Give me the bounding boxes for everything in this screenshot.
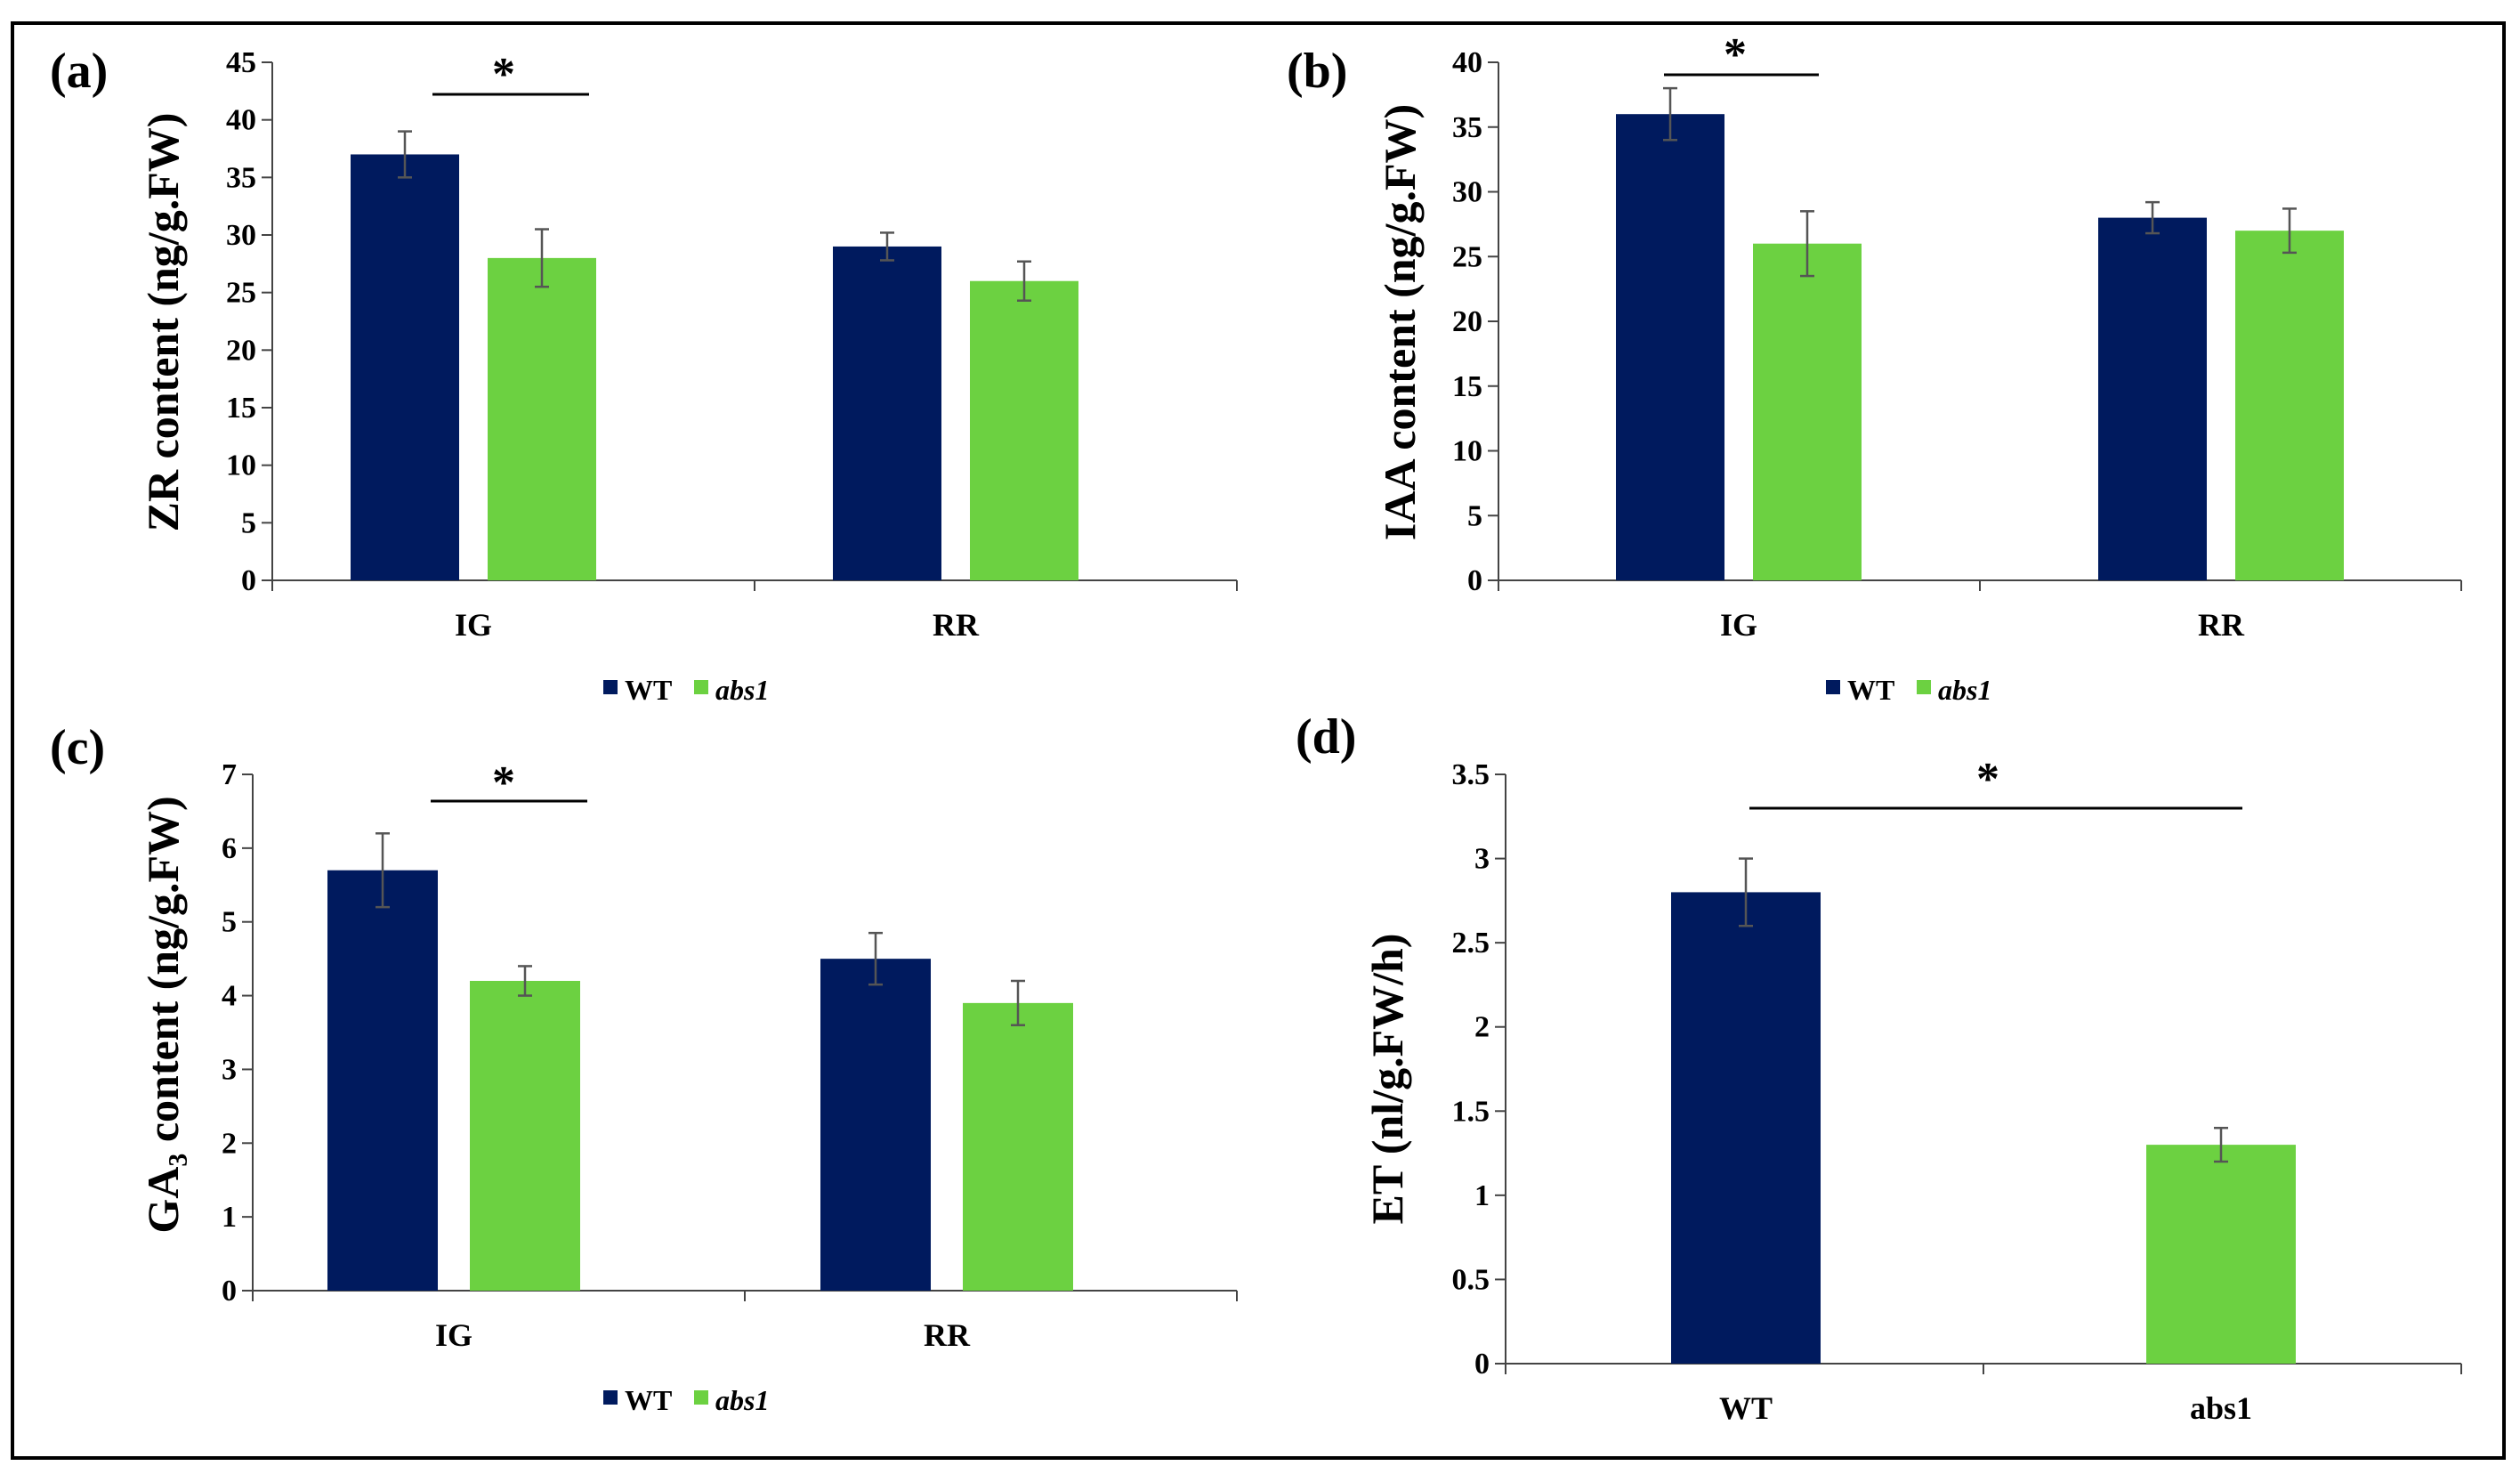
panel-a-bar-wt-ig xyxy=(351,154,459,580)
panel-c-legend-abs1-swatch xyxy=(694,1390,708,1405)
panel-c-bar-abs1-rr xyxy=(963,1002,1073,1291)
panel-c-label: (c) xyxy=(50,720,105,775)
panel-a-significance: * xyxy=(492,49,515,100)
panel-d-label: (d) xyxy=(1296,709,1356,765)
panel-c-y-tick-label: 2 xyxy=(222,1127,237,1160)
panel-b-bar-abs1-rr xyxy=(2235,231,2344,580)
panel-d: (d) ET (nl/g.FW/h) 0 0.5 1 1.5 2 2.5 3 3.5 WT abs… xyxy=(1296,709,2462,1426)
panel-a-plot: 0 5 10 15 20 25 30 35 40 45 IG RR xyxy=(226,46,1238,643)
panel-a: (a) ZR content (ng/g.FW) 0 5 10 15 20 25 30 35 4… xyxy=(50,44,1238,706)
panel-a-y-tick-label: 30 xyxy=(226,219,256,252)
panel-c-plot: 0 1 2 3 4 5 6 7 IG RR xyxy=(222,758,1238,1353)
panel-a-bar-abs1-rr xyxy=(970,280,1078,580)
panel-c-bar-wt-ig xyxy=(327,870,438,1291)
panel-c-y-tick-label: 3 xyxy=(222,1053,237,1086)
panel-a-label: (a) xyxy=(50,44,108,99)
panel-b-category-label: IG xyxy=(1720,607,1757,643)
panel-b-y-tick-label: 15 xyxy=(1452,370,1482,403)
panel-b-y-tick-label: 30 xyxy=(1452,176,1482,209)
panel-b-y-tick-label: 40 xyxy=(1452,46,1482,79)
panel-d-bar-abs1 xyxy=(2146,1145,2296,1364)
panel-d-category-label: abs1 xyxy=(2190,1390,2252,1426)
panel-a-y-tick-label: 15 xyxy=(226,392,256,425)
panel-a-y-tick-label: 20 xyxy=(226,334,256,367)
panel-b-significance: * xyxy=(1724,29,1747,80)
panel-a-y-tick-label: 10 xyxy=(226,449,256,482)
panel-b-category-label: RR xyxy=(2198,607,2245,643)
panel-c-y-tick-label: 1 xyxy=(222,1201,237,1234)
panel-c-legend: WT abs1 xyxy=(603,1384,769,1416)
panel-c-y-tick-label: 5 xyxy=(222,906,237,939)
panel-a-bar-abs1-ig xyxy=(488,257,596,580)
panel-b-y-tick-label: 35 xyxy=(1452,111,1482,144)
panel-b-legend-abs1-label: abs1 xyxy=(1938,674,1991,706)
panel-b-plot: 0 5 10 15 20 25 30 35 40 IG RR xyxy=(1452,46,2462,643)
panel-d-y-tick-label: 3.5 xyxy=(1452,758,1490,791)
panel-c-y-tick-label: 6 xyxy=(222,832,237,865)
panel-d-y-tick-label: 3 xyxy=(1474,843,1490,876)
panel-d-y-tick-label: 0.5 xyxy=(1452,1263,1490,1296)
panel-a-legend-abs1-swatch xyxy=(694,680,708,694)
panel-c-y-tick-label: 7 xyxy=(222,758,237,791)
panel-a-y-tick-label: 0 xyxy=(241,564,256,597)
panel-b-legend-wt-label: WT xyxy=(1847,674,1894,706)
panel-d-y-tick-label: 1 xyxy=(1474,1179,1490,1212)
panel-c-legend-wt-swatch xyxy=(603,1390,618,1405)
panel-c: (c) GA₃ content (ng/g.FW) 0 1 2 3 4 5 6 7 IG RR *… xyxy=(50,720,1238,1416)
panel-c-bar-abs1-ig xyxy=(470,981,580,1291)
panel-c-category-label: RR xyxy=(924,1317,971,1353)
panel-a-category-label: IG xyxy=(455,607,492,643)
panel-b-bar-abs1-ig xyxy=(1753,243,1862,580)
panel-c-category-label: IG xyxy=(435,1317,472,1353)
panel-d-y-tick-label: 2.5 xyxy=(1452,927,1490,960)
panel-d-y-tick-label: 1.5 xyxy=(1452,1095,1490,1128)
panel-d-category-label: WT xyxy=(1719,1390,1773,1426)
panel-b-legend: WT abs1 xyxy=(1826,674,1991,706)
panel-a-y-tick-label: 40 xyxy=(226,104,256,137)
panel-a-y-tick-label: 5 xyxy=(241,506,256,539)
panel-b-ylabel: IAA content (ng/g.FW) xyxy=(1375,104,1425,540)
panel-a-bar-wt-rr xyxy=(833,246,941,580)
panel-a-category-label: RR xyxy=(933,607,980,643)
panel-b-y-tick-label: 20 xyxy=(1452,305,1482,338)
panel-a-legend-wt-label: WT xyxy=(625,674,672,706)
panel-a-ylabel: ZR content (ng/g.FW) xyxy=(138,113,188,532)
panel-a-legend-wt-swatch xyxy=(603,680,618,694)
panel-b-y-tick-label: 0 xyxy=(1467,564,1482,597)
panel-a-legend-abs1-label: abs1 xyxy=(715,674,769,706)
panel-c-bar-wt-rr xyxy=(820,959,931,1291)
panel-d-significance: * xyxy=(1976,754,1999,805)
panel-b-label: (b) xyxy=(1287,44,1347,99)
panel-b-legend-abs1-swatch xyxy=(1917,680,1931,694)
panel-d-y-tick-label: 2 xyxy=(1474,1011,1490,1044)
panel-b-legend-wt-swatch xyxy=(1826,680,1840,694)
panel-c-legend-wt-label: WT xyxy=(625,1384,672,1416)
panel-b-y-tick-label: 5 xyxy=(1467,499,1482,532)
panel-c-legend-abs1-label: abs1 xyxy=(715,1384,769,1416)
panel-a-y-tick-label: 45 xyxy=(226,46,256,79)
panel-d-ylabel: ET (nl/g.FW/h) xyxy=(1362,934,1412,1225)
panel-a-legend: WT abs1 xyxy=(603,674,769,706)
panel-b-bar-wt-ig xyxy=(1616,114,1724,580)
panel-b: (b) IAA content (ng/g.FW) 0 5 10 15 20 25 30 35… xyxy=(1287,29,2462,706)
panel-d-y-tick-label: 0 xyxy=(1474,1348,1490,1381)
panel-b-y-tick-label: 10 xyxy=(1452,435,1482,468)
panel-c-ylabel: GA₃ content (ng/g.FW) xyxy=(138,796,188,1233)
panel-c-y-tick-label: 4 xyxy=(222,980,237,1013)
panel-b-bar-wt-rr xyxy=(2098,217,2207,580)
panel-a-y-tick-label: 25 xyxy=(226,277,256,310)
panel-c-significance: * xyxy=(492,757,515,808)
panel-a-y-tick-label: 35 xyxy=(226,161,256,194)
panel-c-y-tick-label: 0 xyxy=(222,1275,237,1308)
panel-d-plot: 0 0.5 1 1.5 2 2.5 3 3.5 WT abs1 xyxy=(1452,758,2462,1426)
panel-b-y-tick-label: 25 xyxy=(1452,240,1482,273)
panel-d-bar-wt xyxy=(1671,892,1821,1364)
